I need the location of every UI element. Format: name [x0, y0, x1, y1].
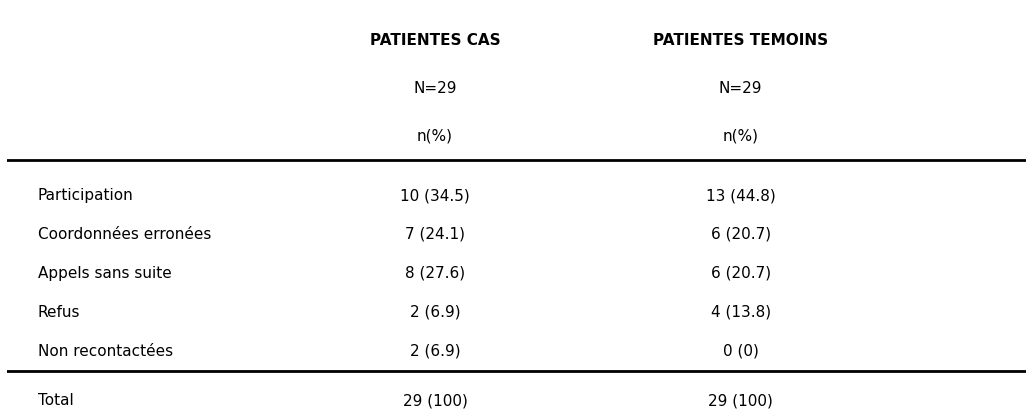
- Text: N=29: N=29: [719, 81, 762, 96]
- Text: n(%): n(%): [417, 129, 453, 144]
- Text: Refus: Refus: [37, 305, 80, 320]
- Text: 2 (6.9): 2 (6.9): [410, 305, 461, 320]
- Text: 6 (20.7): 6 (20.7): [711, 227, 771, 242]
- Text: n(%): n(%): [723, 129, 758, 144]
- Text: 7 (24.1): 7 (24.1): [405, 227, 465, 242]
- Text: 10 (34.5): 10 (34.5): [400, 188, 470, 203]
- Text: Coordonnées erronées: Coordonnées erronées: [37, 227, 211, 242]
- Text: Appels sans suite: Appels sans suite: [37, 266, 171, 281]
- Text: N=29: N=29: [413, 81, 457, 96]
- Text: 29 (100): 29 (100): [403, 393, 467, 408]
- Text: 2 (6.9): 2 (6.9): [410, 344, 461, 358]
- Text: PATIENTES TEMOINS: PATIENTES TEMOINS: [653, 33, 828, 48]
- Text: 0 (0): 0 (0): [723, 344, 758, 358]
- Text: PATIENTES CAS: PATIENTES CAS: [370, 33, 500, 48]
- Text: Participation: Participation: [37, 188, 133, 203]
- Text: 6 (20.7): 6 (20.7): [711, 266, 771, 281]
- Text: 13 (44.8): 13 (44.8): [706, 188, 776, 203]
- Text: Non recontactées: Non recontactées: [37, 344, 173, 358]
- Text: 8 (27.6): 8 (27.6): [405, 266, 465, 281]
- Text: 29 (100): 29 (100): [709, 393, 773, 408]
- Text: Total: Total: [37, 393, 73, 408]
- Text: 4 (13.8): 4 (13.8): [711, 305, 771, 320]
